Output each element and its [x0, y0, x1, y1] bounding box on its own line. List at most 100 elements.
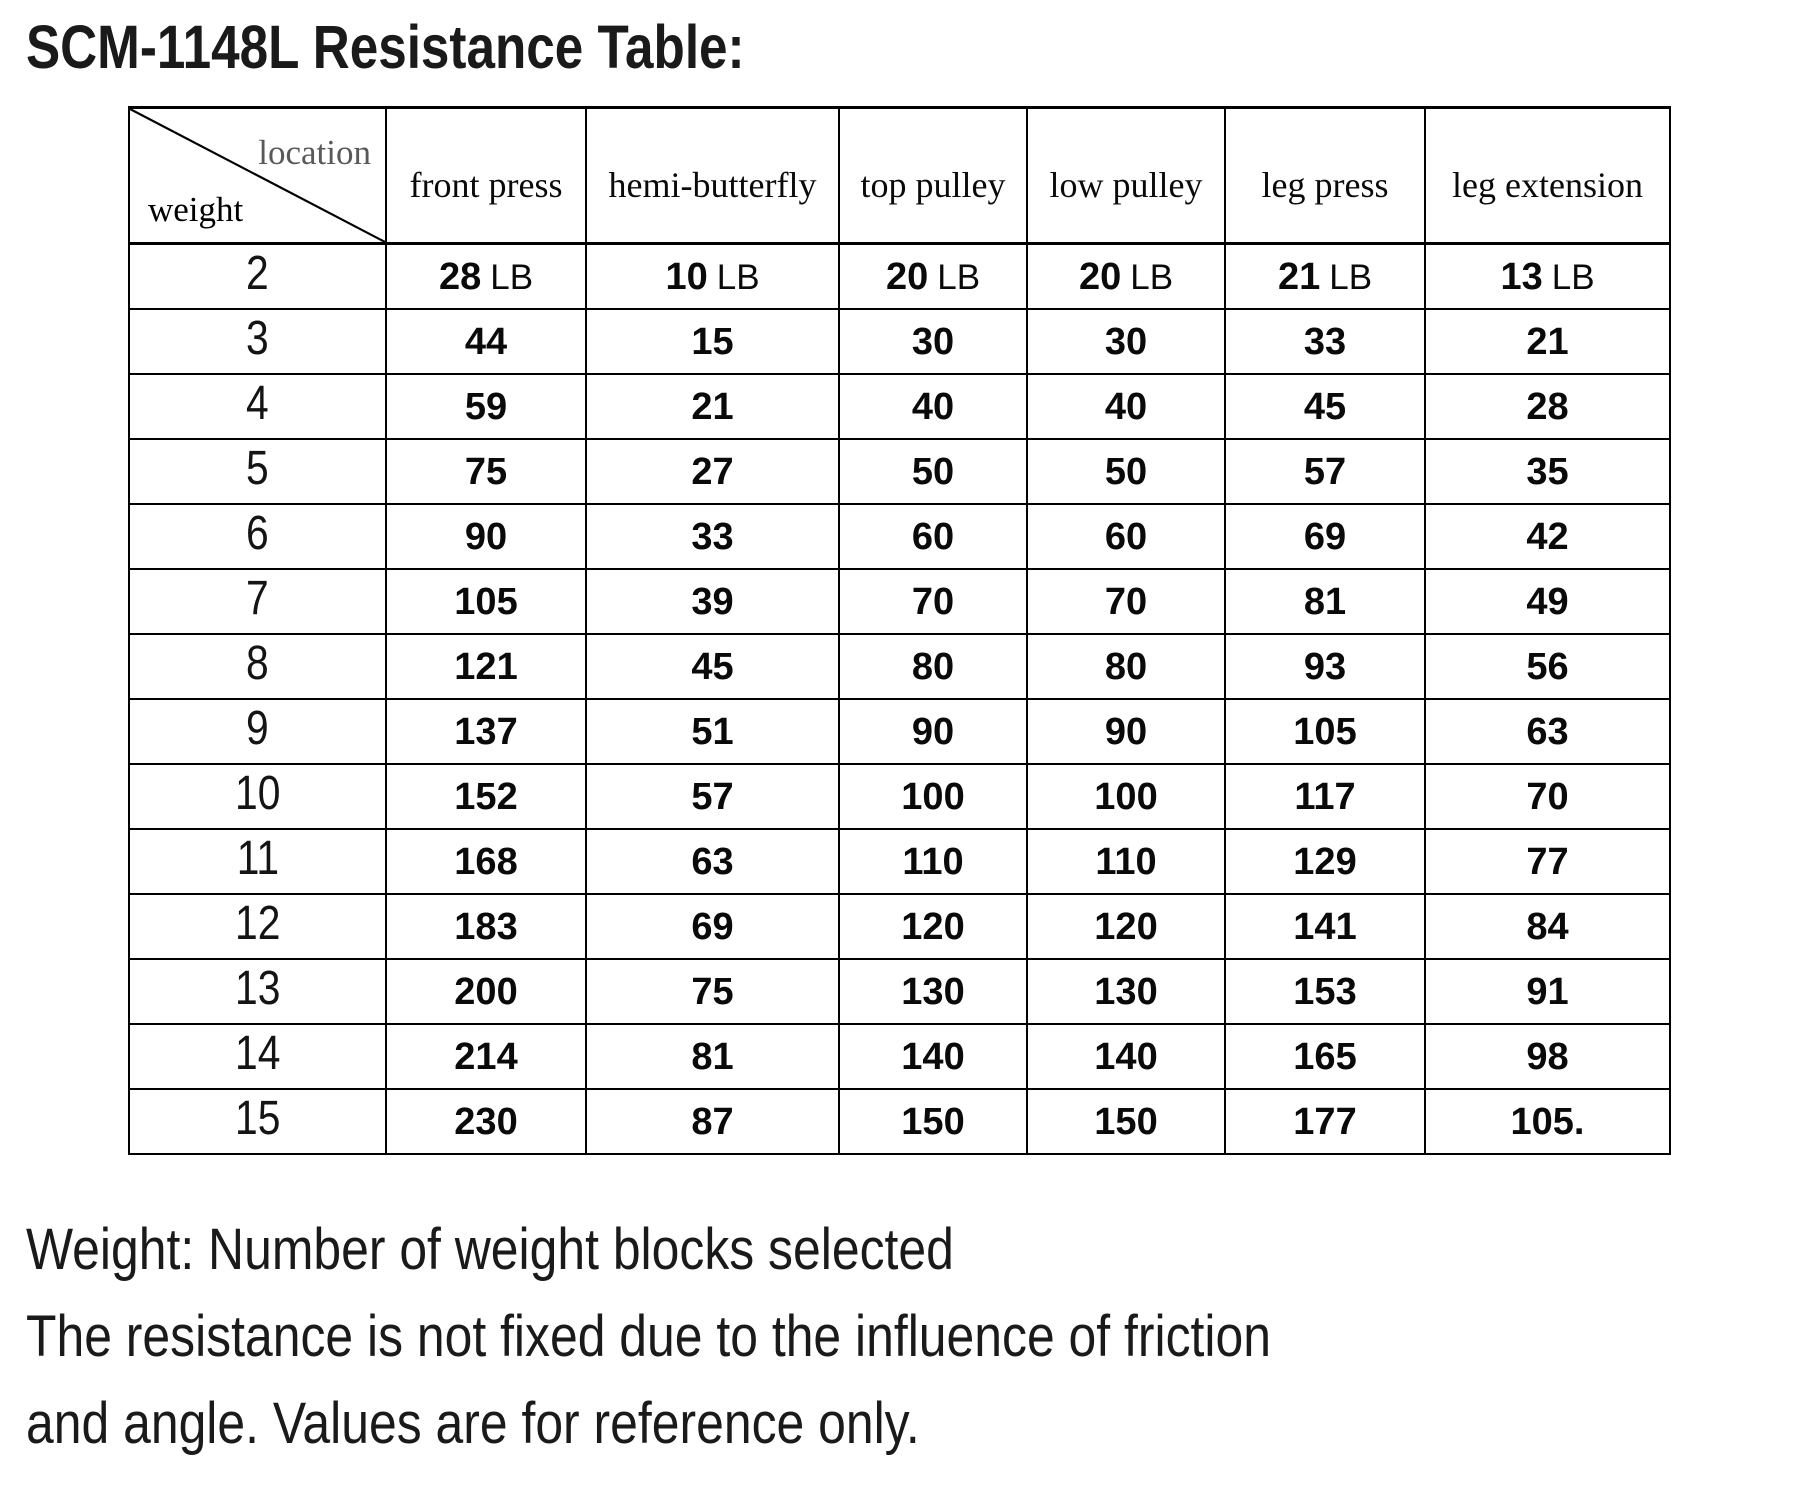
resistance-number: 50: [1104, 450, 1148, 493]
weight-value: 4: [246, 376, 269, 430]
value-cell: 49: [1424, 567, 1671, 635]
resistance-number: 28: [438, 255, 482, 298]
value-cell: 63: [585, 827, 840, 895]
resistance-number: 39: [691, 580, 734, 623]
resistance-value: 21: [1526, 321, 1568, 364]
value-cell: 90: [385, 502, 587, 570]
value-cell: 40: [1026, 372, 1226, 440]
resistance-number: 93: [1303, 645, 1347, 688]
value-cell: 80: [1026, 632, 1226, 700]
resistance-number: 130: [901, 970, 965, 1013]
resistance-number: 90: [464, 515, 508, 558]
weight-value: 14: [234, 1026, 281, 1080]
resistance-value: 230: [454, 1101, 517, 1144]
resistance-value: 57: [1304, 451, 1346, 494]
resistance-number: 57: [1303, 450, 1347, 493]
resistance-value: 90: [465, 516, 507, 559]
value-cell: 129: [1224, 827, 1426, 895]
value-cell: 90: [838, 697, 1028, 765]
unit-label: LB: [1329, 257, 1373, 297]
value-cell: 75: [585, 957, 840, 1025]
resistance-number: 44: [464, 320, 508, 363]
resistance-value: 130: [1094, 971, 1157, 1014]
weight-value: 5: [246, 441, 269, 495]
table-row: 3 44 15 30 30 33 21: [128, 307, 1671, 375]
resistance-value: 110: [902, 841, 963, 884]
resistance-number: 63: [691, 840, 734, 883]
resistance-value: 80: [1105, 646, 1147, 689]
weight-value: 8: [246, 636, 269, 690]
resistance-value: 59: [465, 386, 507, 429]
corner-cell: location weight: [128, 106, 387, 245]
resistance-number: 183: [454, 905, 518, 948]
unit-label: LB: [1551, 257, 1595, 297]
resistance-value: 10 LB: [665, 256, 759, 299]
resistance-value: 33: [691, 516, 733, 559]
resistance-number: 80: [911, 645, 955, 688]
resistance-number: 33: [691, 515, 734, 558]
resistance-value: 40: [1105, 386, 1147, 429]
value-cell: 77: [1424, 827, 1671, 895]
resistance-value: 183: [454, 906, 517, 949]
resistance-value: 81: [691, 1036, 733, 1079]
resistance-number: 63: [1526, 710, 1569, 753]
resistance-number: 70: [911, 580, 955, 623]
value-cell: 165: [1224, 1022, 1426, 1090]
unit-label: LB: [1130, 257, 1174, 297]
value-cell: 28: [1424, 372, 1671, 440]
resistance-number: 214: [454, 1035, 518, 1078]
resistance-number: 21: [1526, 320, 1569, 363]
value-cell: 87: [585, 1087, 840, 1155]
weight-value: 9: [246, 701, 269, 755]
resistance-value: 28: [1526, 386, 1568, 429]
resistance-number: 20: [1078, 255, 1122, 298]
resistance-value: 75: [691, 971, 733, 1014]
resistance-value: 120: [901, 906, 964, 949]
resistance-value: 13 LB: [1500, 256, 1594, 299]
table-row: 13 200 75 130 130 153 91: [128, 957, 1671, 1025]
resistance-value: 87: [691, 1101, 733, 1144]
resistance-number: 80: [1104, 645, 1148, 688]
resistance-number: 110: [1095, 840, 1157, 883]
resistance-number: 105: [1293, 710, 1357, 753]
value-cell: 93: [1224, 632, 1426, 700]
value-cell: 150: [838, 1087, 1028, 1155]
weight-cell: 8: [128, 632, 387, 700]
resistance-number: 21: [1277, 255, 1321, 298]
resistance-number: 120: [901, 905, 965, 948]
resistance-number: 70: [1104, 580, 1148, 623]
resistance-value: 214: [454, 1036, 517, 1079]
value-cell: 214: [385, 1022, 587, 1090]
value-cell: 98: [1424, 1022, 1671, 1090]
resistance-value: 45: [691, 646, 733, 689]
resistance-number: 75: [691, 970, 734, 1013]
value-cell: 30: [1026, 307, 1226, 375]
resistance-number: 152: [454, 775, 518, 818]
resistance-number: 30: [911, 320, 955, 363]
weight-cell: 14: [128, 1022, 387, 1090]
resistance-value: 39: [691, 581, 733, 624]
resistance-number: 168: [454, 840, 518, 883]
value-cell: 27: [585, 437, 840, 505]
value-cell: 84: [1424, 892, 1671, 960]
resistance-value: 51: [691, 711, 733, 754]
weight-cell: 12: [128, 892, 387, 960]
value-cell: 57: [1224, 437, 1426, 505]
resistance-value: 33: [1304, 321, 1346, 364]
resistance-value: 100: [901, 776, 964, 819]
weight-cell: 3: [128, 307, 387, 375]
weight-value: 15: [234, 1091, 281, 1145]
resistance-number: 69: [691, 905, 734, 948]
resistance-value: 81: [1304, 581, 1346, 624]
weight-cell: 7: [128, 567, 387, 635]
resistance-number: 49: [1526, 580, 1569, 623]
resistance-number: 120: [1094, 905, 1158, 948]
weight-value: 11: [236, 831, 279, 885]
table-row: 15 230 87 150 150 177 105.: [128, 1087, 1671, 1155]
value-cell: 140: [1026, 1022, 1226, 1090]
unit-label: LB: [937, 257, 981, 297]
resistance-value: 165: [1293, 1036, 1356, 1079]
resistance-number: 51: [691, 710, 734, 753]
value-cell: 140: [838, 1022, 1028, 1090]
